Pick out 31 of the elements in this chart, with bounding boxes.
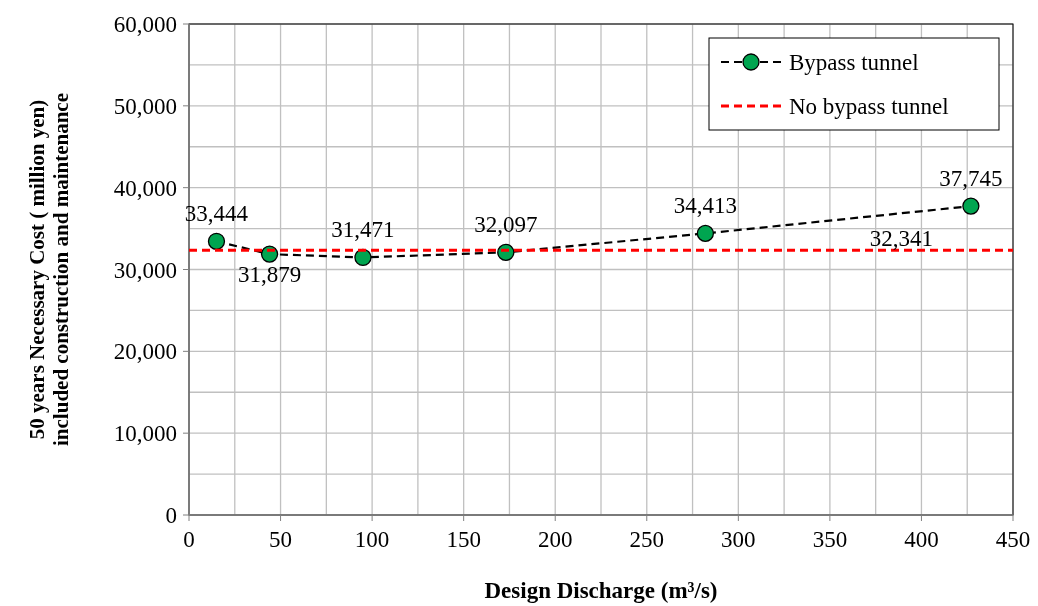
legend-label: No bypass tunnel [789, 94, 949, 119]
data-label: 31,879 [237, 262, 302, 288]
y-tick-label: 60,000 [113, 12, 177, 37]
data-label: 37,745 [939, 166, 1003, 192]
y-tick-label: 20,000 [113, 339, 177, 365]
y-axis-title: 50 years Necessary Cost ( million yen) included construction and maintenance [25, 93, 73, 446]
x-tick-label: 200 [537, 527, 573, 552]
x-tick-label: 250 [629, 527, 665, 552]
x-axis-title: Design Discharge (m³/s) [484, 578, 718, 603]
point [962, 197, 980, 215]
legend-label: Bypass tunnel [789, 50, 919, 75]
y-tick-label: 10,000 [113, 421, 177, 447]
y-tick-label: 50,000 [113, 93, 177, 119]
x-tick-label: 0 [183, 527, 195, 552]
data-label: 32,341 [869, 226, 933, 252]
data-label: 32,097 [474, 212, 538, 238]
x-tick-label: 450 [995, 527, 1031, 552]
data-label: 31,471 [331, 217, 395, 243]
data-label: 33,444 [184, 201, 249, 227]
point [207, 232, 226, 250]
data-label: 34,413 [673, 193, 737, 219]
x-tick-label: 100 [354, 527, 390, 552]
x-tick-label: 350 [812, 527, 848, 552]
x-tick-label: 400 [904, 527, 939, 552]
x-tick-label: 150 [446, 527, 481, 552]
y-tick-label: 40,000 [113, 175, 177, 201]
y-tick-label: 0 [165, 503, 177, 528]
x-tick-label: 300 [721, 527, 756, 552]
x-tick-label: 50 [269, 527, 293, 552]
y-tick-label: 30,000 [113, 257, 177, 283]
point [696, 224, 715, 243]
